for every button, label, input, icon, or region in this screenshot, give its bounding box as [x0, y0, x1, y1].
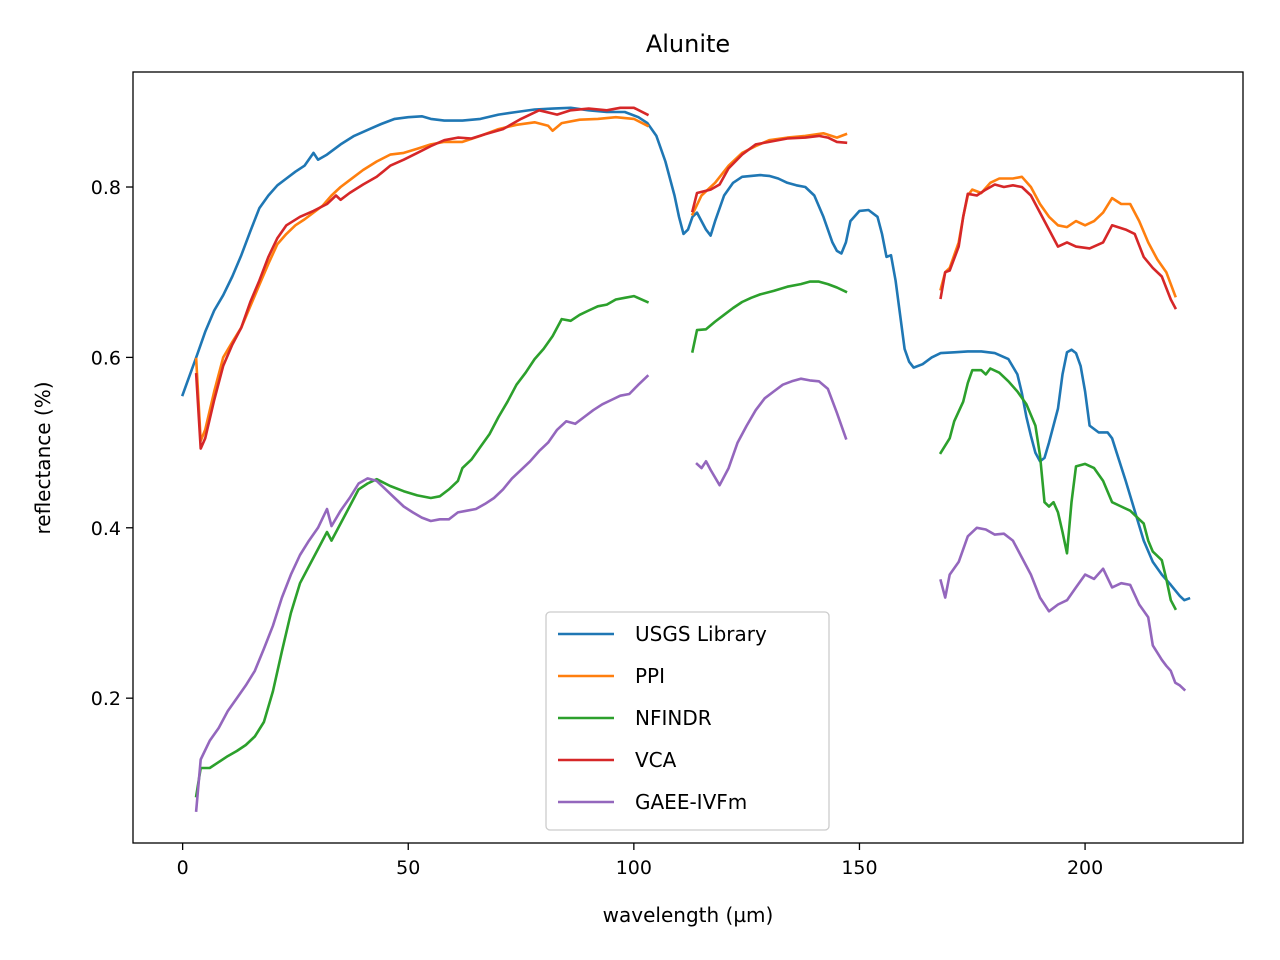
x-axis: 0 50 100 150 200: [177, 843, 1103, 879]
legend-label-2: NFINDR: [635, 706, 712, 730]
series-4-line-1: [695, 377, 848, 487]
y-tick-label: 0.2: [91, 688, 121, 710]
series-2: [194, 280, 1178, 798]
series-3-line-2: [939, 183, 1178, 310]
series-0: [180, 106, 1191, 602]
x-tick-label: 100: [616, 857, 652, 879]
series-0-line-0: [180, 106, 1191, 602]
legend-box: [545, 611, 830, 831]
legend: USGS Library PPI NFINDR VCA GAEE-IVFm: [545, 611, 830, 831]
series-2-line-0: [194, 294, 650, 798]
series-3: [194, 106, 1178, 450]
x-tick-label: 150: [841, 857, 877, 879]
y-tick-label: 0.6: [91, 347, 121, 369]
y-tick-label: 0.8: [91, 177, 121, 199]
y-tick-label: 0.4: [91, 518, 121, 540]
y-axis: 0.2 0.4 0.6 0.8: [91, 177, 133, 710]
x-tick-label: 200: [1067, 857, 1103, 879]
legend-label-1: PPI: [635, 664, 665, 688]
series-layer: [180, 106, 1191, 813]
series-2-line-2: [938, 367, 1178, 611]
series-4: [194, 374, 1187, 813]
series-2-line-1: [690, 280, 848, 353]
series-4-line-2: [939, 526, 1187, 692]
plot-frame: [132, 71, 1244, 844]
x-tick-label: 0: [177, 857, 189, 879]
series-3-line-0: [194, 106, 650, 450]
y-axis-label: reflectance (%): [31, 381, 55, 534]
series-3-line-1: [690, 134, 848, 213]
legend-label-3: VCA: [635, 748, 677, 772]
x-tick-label: 50: [396, 857, 420, 879]
chart-title: Alunite: [646, 30, 730, 58]
legend-label-0: USGS Library: [635, 622, 767, 646]
x-axis-label: wavelength (µm): [603, 903, 774, 927]
series-4-line-0: [194, 374, 650, 813]
legend-label-4: GAEE-IVFm: [635, 790, 747, 814]
